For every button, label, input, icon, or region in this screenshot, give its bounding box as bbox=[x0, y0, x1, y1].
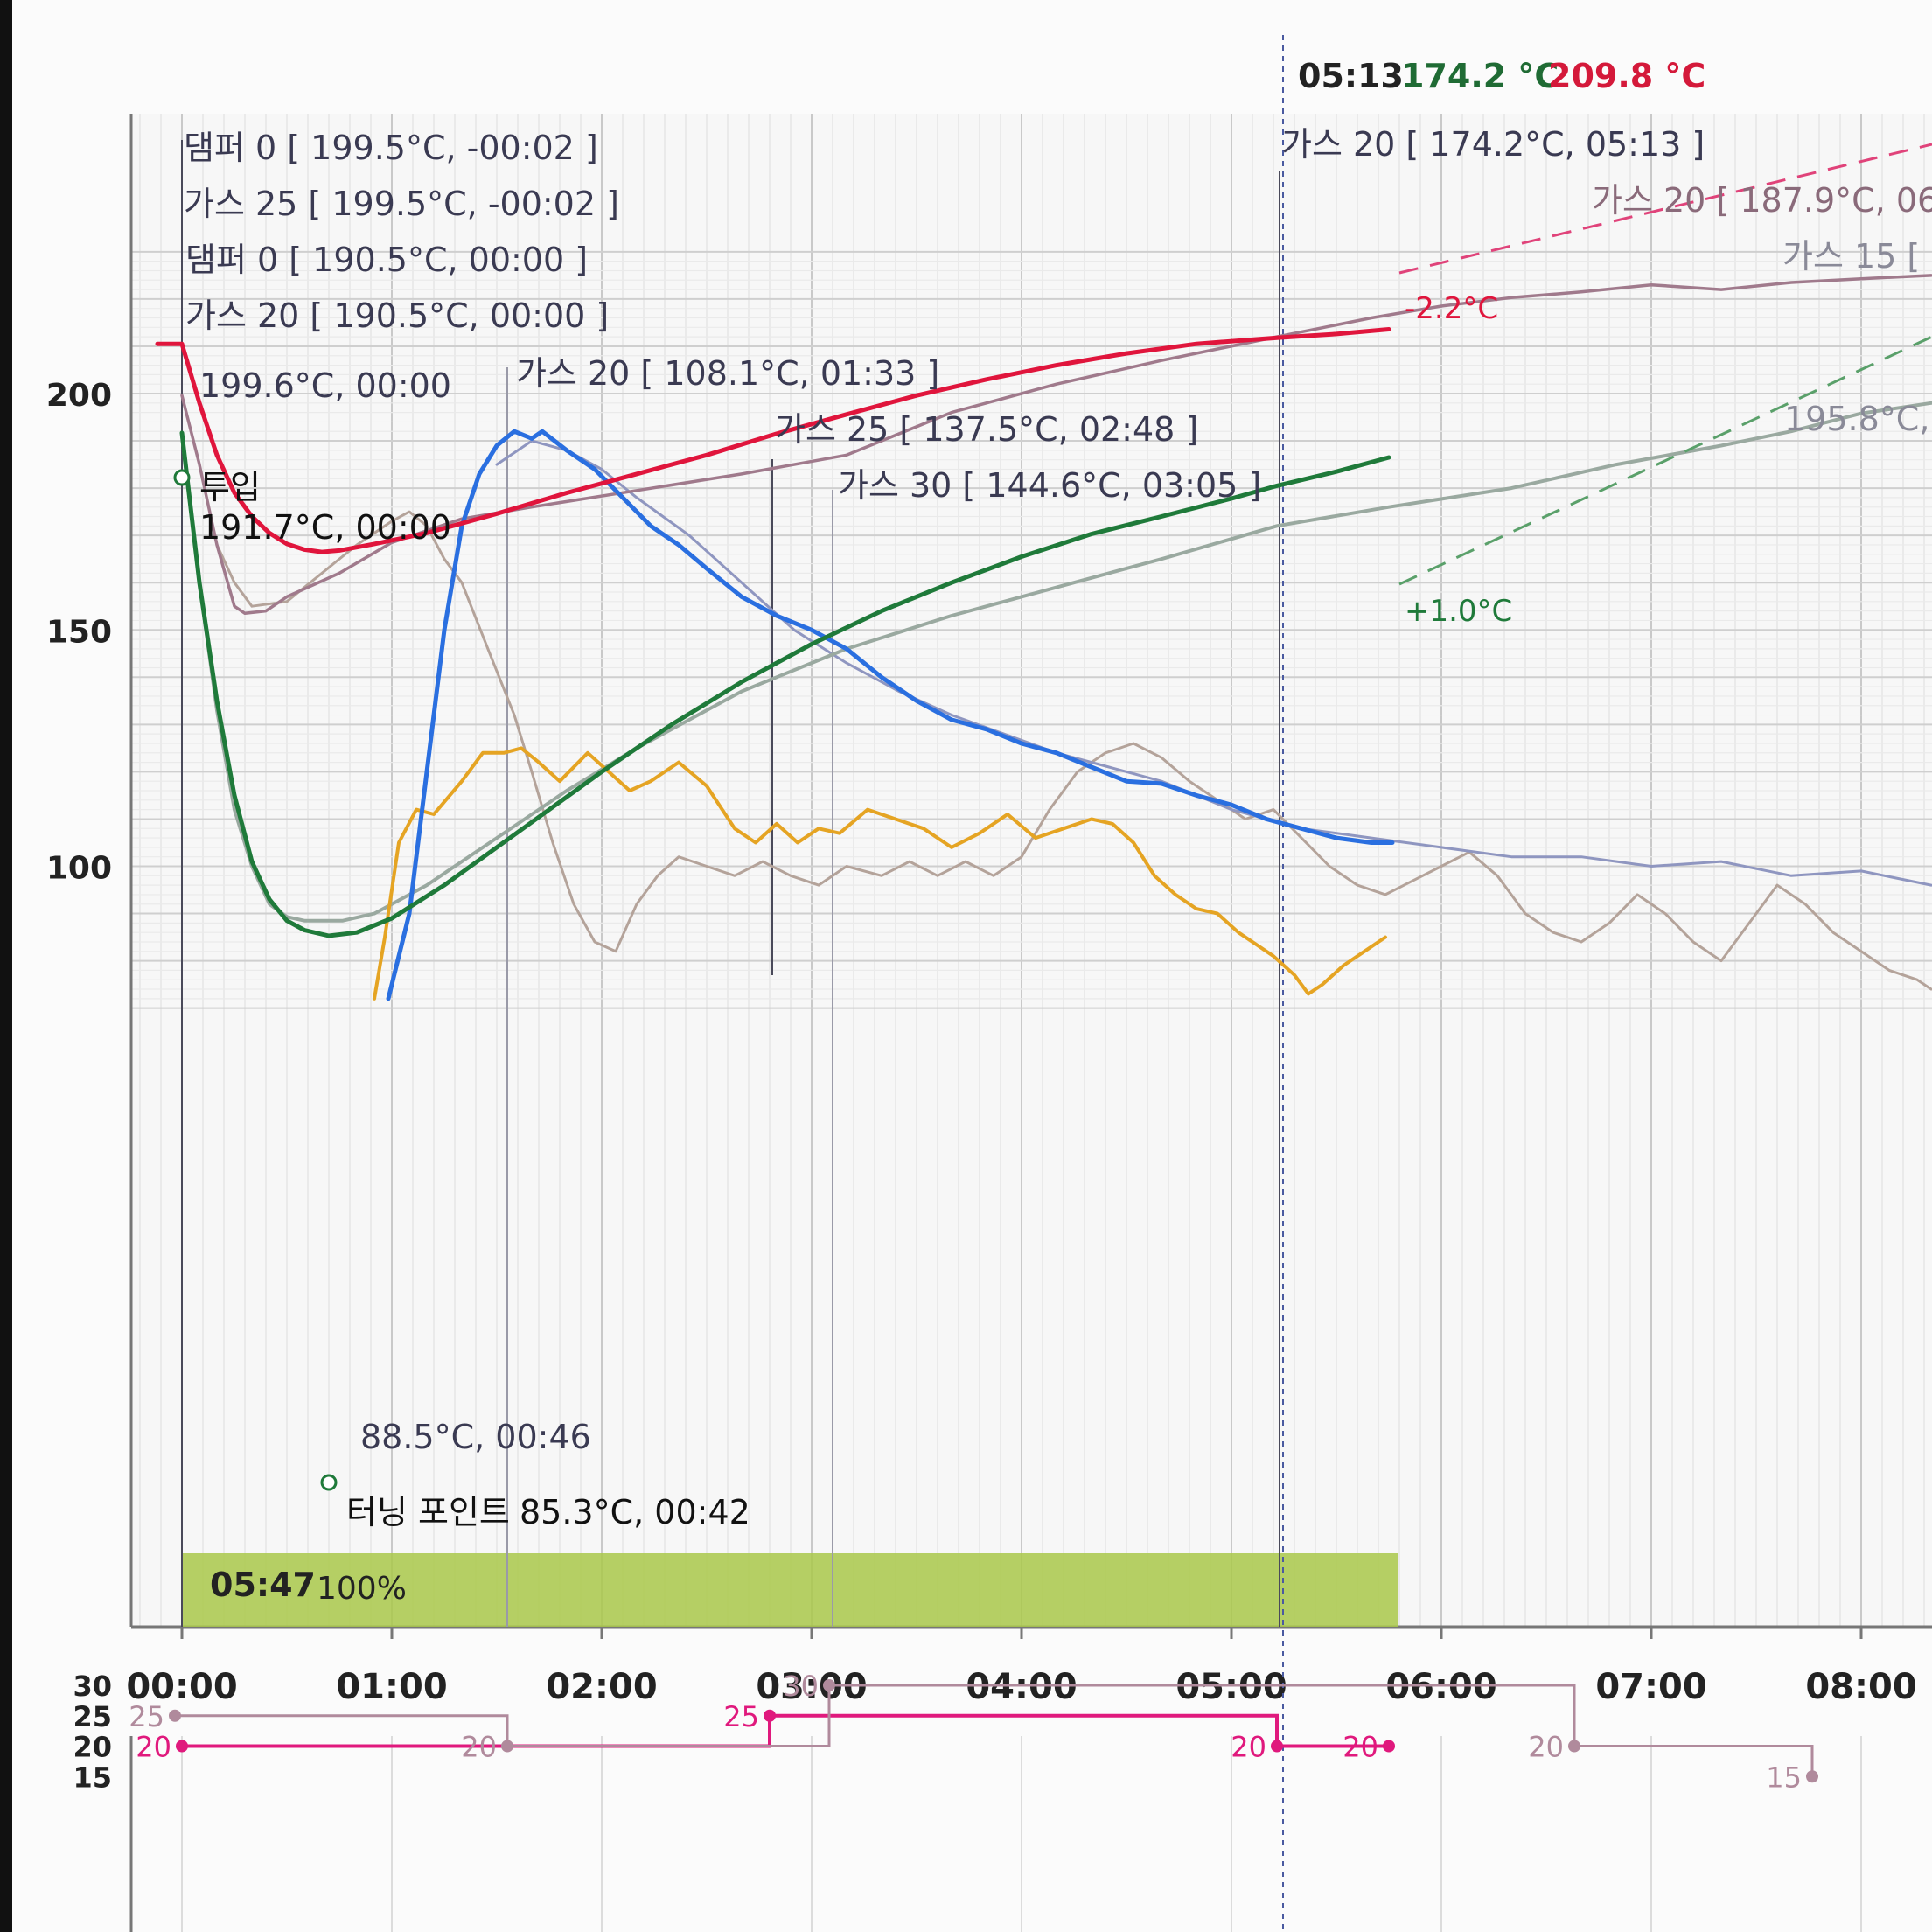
gas-step-point bbox=[1568, 1740, 1580, 1753]
projection-lines bbox=[1398, 143, 1932, 586]
gas-step-label: 25 bbox=[723, 1700, 759, 1733]
progress-bar bbox=[182, 1553, 1398, 1627]
annotation-gas20-133: 가스 20 [ 108.1°C, 01:33 ] bbox=[516, 354, 939, 393]
cursor-time: 05:13 bbox=[1298, 57, 1404, 95]
annotation-ref-tp: 88.5°C, 00:46 bbox=[360, 1418, 591, 1456]
x-tick-label: 06:00 bbox=[1385, 1667, 1496, 1707]
gas-step-line bbox=[182, 1713, 1389, 1748]
env-temp-curve bbox=[155, 327, 1391, 554]
gas-step-point bbox=[169, 1709, 181, 1722]
gas-y-tick-label: 20 bbox=[73, 1731, 112, 1764]
annotation-ref-charge: 199.6°C, 00:00 bbox=[199, 366, 451, 405]
annotation-ref-195: 195.8°C, 0 bbox=[1784, 400, 1932, 438]
annotation-gas20-513: 가스 20 [ 174.2°C, 05:13 ] bbox=[1281, 125, 1705, 164]
annotation-gas20-start: 가스 20 [ 190.5°C, 00:00 ] bbox=[185, 296, 609, 335]
x-tick-label: 07:00 bbox=[1595, 1667, 1706, 1707]
delta-bt: +1.0°C bbox=[1405, 594, 1512, 629]
x-tick-label: 01:00 bbox=[336, 1667, 447, 1707]
gas-step-point bbox=[1271, 1740, 1283, 1753]
gas-step-label: 20 bbox=[136, 1731, 171, 1764]
ref-env-ror-curve bbox=[215, 510, 1932, 991]
point-markers bbox=[173, 469, 338, 1491]
x-tick-label: 05:00 bbox=[1175, 1667, 1287, 1707]
annotation-gas25-ref: 가스 25 [ 199.5°C, -00:02 ] bbox=[184, 185, 619, 223]
event-markers bbox=[181, 35, 1284, 1932]
gas-step-label: 20 bbox=[1528, 1731, 1564, 1764]
y-tick-label: 100 bbox=[46, 851, 112, 887]
gas-step-point bbox=[1806, 1770, 1818, 1783]
env-ror-curve bbox=[373, 746, 1387, 1001]
device-bezel bbox=[0, 0, 12, 1932]
gas-step-point bbox=[501, 1740, 513, 1753]
bean-temp-curve bbox=[179, 430, 1391, 938]
gas-step-label: 15 bbox=[1766, 1761, 1802, 1794]
time-axis: 00:00 01:00 02:00 03:00 04:00 05:00 06:00 07:00… bbox=[126, 1627, 1917, 1707]
temperature-axis: 200 150 100 bbox=[46, 378, 112, 887]
chart-grid bbox=[129, 114, 1932, 1629]
event-annotations: 댐퍼 0 [ 199.5°C, -00:02 ] 가스 25 [ 199.5°C… bbox=[184, 125, 1932, 1531]
gas-step-label: 20 bbox=[1343, 1731, 1378, 1764]
annotation-damper0-ref: 댐퍼 0 [ 199.5°C, -00:02 ] bbox=[184, 129, 598, 167]
gas-step-point bbox=[176, 1740, 188, 1753]
charge-value: 191.7°C, 00:00 bbox=[199, 508, 451, 547]
gas-y-tick-label: 15 bbox=[73, 1761, 112, 1794]
annotation-damper0: 댐퍼 0 [ 190.5°C, 00:00 ] bbox=[185, 241, 588, 279]
progress-percent: 100% bbox=[317, 1571, 407, 1607]
cursor-readout: 05:13 174.2 °C 209.8 °C bbox=[1298, 57, 1705, 95]
turning-point-label: 터닝 포인트 bbox=[346, 1493, 510, 1531]
et-projection bbox=[1398, 143, 1932, 275]
charge-marker bbox=[173, 469, 191, 486]
turning-point-value: 85.3°C, 00:42 bbox=[520, 1493, 750, 1531]
x-tick-label: 03:00 bbox=[756, 1667, 867, 1707]
bean-ror-curve bbox=[386, 429, 1395, 1001]
cursor-bean-temp: 174.2 °C bbox=[1401, 57, 1559, 95]
annotation-gas15-ref: 가스 15 [ 1 bbox=[1782, 237, 1932, 276]
y-tick-label: 200 bbox=[46, 378, 112, 414]
progress-time: 05:47 bbox=[210, 1566, 316, 1604]
plot-area bbox=[131, 114, 1932, 1627]
annotation-gas30-305: 가스 30 [ 144.6°C, 03:05 ] bbox=[838, 466, 1261, 505]
gas-y-tick-label: 25 bbox=[73, 1700, 112, 1733]
x-tick-label: 04:00 bbox=[966, 1667, 1077, 1707]
gas-step-point bbox=[823, 1679, 835, 1691]
ref-env-temp-curve bbox=[180, 274, 1932, 616]
charge-label: 투입 bbox=[199, 468, 261, 506]
gas-step-label: 20 bbox=[461, 1731, 497, 1764]
gas-step-point bbox=[1383, 1740, 1395, 1753]
gas-step-label: 20 bbox=[1231, 1731, 1266, 1764]
turning-point-marker bbox=[320, 1474, 338, 1491]
x-tick-label: 02:00 bbox=[546, 1667, 657, 1707]
gas-y-tick-label: 30 bbox=[73, 1670, 112, 1703]
annotation-gas25-248: 가스 25 [ 137.5°C, 02:48 ] bbox=[775, 410, 1198, 449]
bt-projection bbox=[1398, 335, 1932, 586]
ref-bean-ror-curve bbox=[495, 439, 1932, 887]
x-tick-label: 08:00 bbox=[1805, 1667, 1916, 1707]
delta-et: -2.2°C bbox=[1405, 291, 1498, 326]
annotation-gas20-ref: 가스 20 [ 187.9°C, 06:3 bbox=[1592, 181, 1932, 220]
gas-step-point bbox=[764, 1709, 776, 1722]
y-tick-label: 150 bbox=[46, 614, 112, 650]
x-tick-label: 00:00 bbox=[126, 1667, 237, 1707]
gas-step-label: 25 bbox=[129, 1700, 164, 1733]
gas-step-label: 30 bbox=[783, 1670, 819, 1703]
cursor-env-temp: 209.8 °C bbox=[1548, 57, 1705, 95]
curves bbox=[155, 274, 1932, 1001]
